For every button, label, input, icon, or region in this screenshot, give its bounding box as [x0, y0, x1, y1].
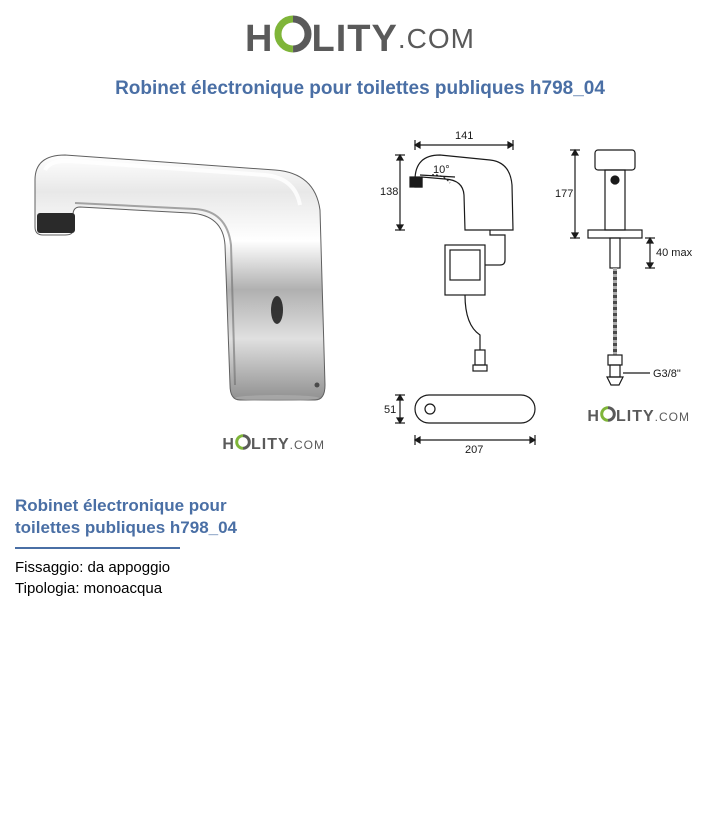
- watermark-logo-right: H LITY .COM: [587, 406, 690, 427]
- logo-text-h: H: [245, 18, 273, 61]
- dim-height-side: 138: [380, 186, 398, 198]
- header-logo: H LITY .COM: [10, 15, 710, 63]
- logo-text-domain: .COM: [398, 23, 475, 55]
- dim-max-depth: 40 max: [656, 247, 693, 259]
- spec-tipologia: Tipologia: monoacqua: [15, 578, 710, 599]
- subtitle-line-2: toilettes publiques h798_04: [15, 517, 710, 539]
- brand-logo: H LITY .COM: [245, 15, 475, 63]
- spec-tipologia-value: monoacqua: [84, 580, 162, 597]
- dim-angle: 10°: [433, 164, 450, 176]
- product-subtitle: Robinet électronique pour toilettes publ…: [15, 495, 710, 539]
- technical-drawing: 141 138 10° 177 40 max G3/8" 51 207 H LI…: [370, 125, 700, 465]
- spec-fissaggio: Fissaggio: da appoggio: [15, 557, 710, 578]
- dim-height-front: 177: [555, 188, 573, 200]
- dim-thread: G3/8": [653, 368, 681, 380]
- spec-fissaggio-value: da appoggio: [88, 559, 171, 576]
- dim-base-height: 51: [384, 404, 396, 416]
- divider: [15, 547, 180, 549]
- spec-fissaggio-label: Fissaggio:: [15, 559, 83, 576]
- page-title: Robinet électronique pour toilettes publ…: [10, 78, 710, 100]
- product-render: H LITY .COM: [20, 125, 340, 465]
- logo-text-lity: LITY: [312, 18, 398, 61]
- dim-base-width: 207: [465, 444, 483, 456]
- watermark-logo-left: H LITY .COM: [222, 434, 325, 455]
- images-row: H LITY .COM: [10, 125, 710, 465]
- subtitle-line-1: Robinet électronique pour: [15, 495, 710, 517]
- spec-tipologia-label: Tipologia:: [15, 580, 79, 597]
- faucet-svg: [25, 135, 345, 435]
- logo-o-icon: [274, 15, 312, 63]
- dim-width-top: 141: [455, 130, 473, 142]
